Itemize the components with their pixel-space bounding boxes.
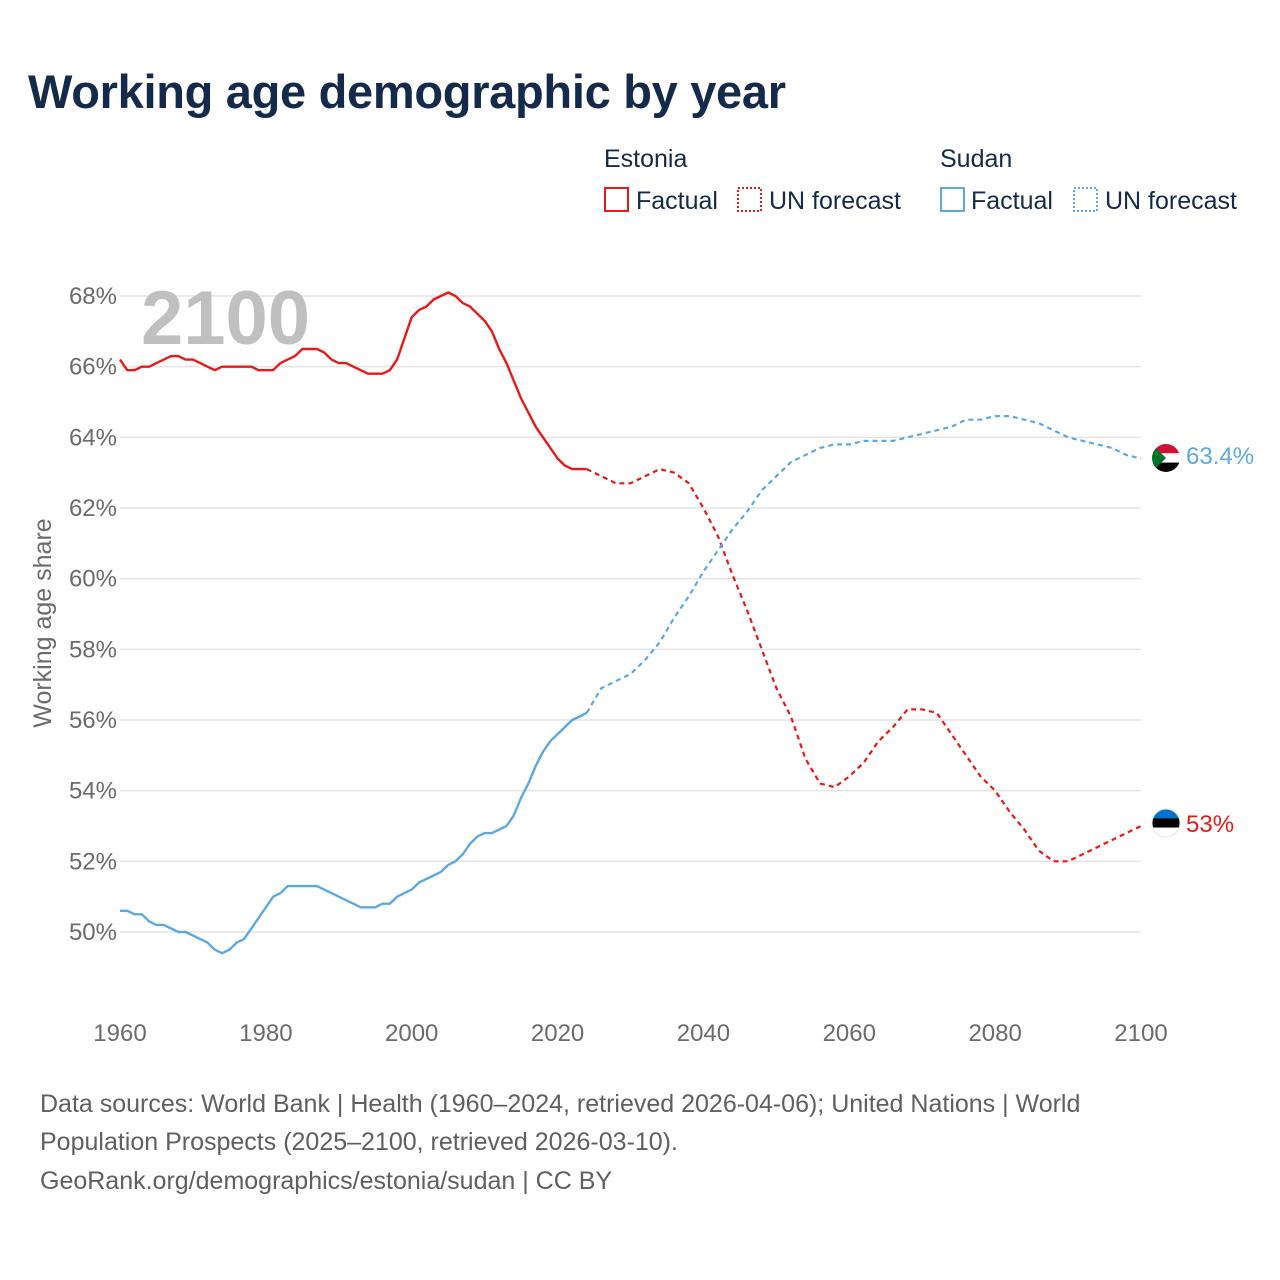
gridlines [120,295,1141,933]
source-line-2: Population Prospects (2025–2100, retriev… [40,1128,678,1156]
y-tick-label: 56% [69,707,117,734]
x-tick-label: 2060 [823,1020,876,1047]
legend-label-sudan-factual[interactable]: Factual [971,187,1053,215]
x-tick-label: 2000 [385,1020,438,1047]
series-line-estonia-forecast[interactable] [586,468,1142,863]
x-tick-label: 2080 [968,1020,1021,1047]
x-tick-label: 1980 [239,1020,292,1047]
y-axis-ticks: 50% 52% 54% 56% 58% 60% 62% 64% 66% 68% [69,283,117,946]
x-tick-label: 2040 [677,1020,730,1047]
series-line-sudan-factual[interactable] [120,711,588,955]
series-line-estonia-factual[interactable] [119,291,587,471]
x-tick-label: 1960 [93,1020,146,1047]
flag-sudan-icon [1152,444,1180,472]
y-tick-label: 60% [69,566,117,593]
y-tick-label: 58% [69,636,117,663]
series-lines [119,291,1142,955]
legend-swatch-estonia-forecast[interactable] [737,187,762,212]
x-tick-label: 2100 [1114,1020,1167,1047]
source-line-1: Data sources: World Bank | Health (1960–… [40,1090,1081,1118]
y-tick-label: 62% [69,495,117,522]
legend: Estonia Factual UN forecast Sudan Factua… [604,145,1237,215]
legend-swatch-estonia-factual[interactable] [604,187,629,212]
legend-group-sudan: Sudan [940,145,1012,173]
y-tick-label: 52% [69,848,117,875]
y-tick-label: 66% [69,354,117,381]
legend-label-sudan-forecast[interactable]: UN forecast [1105,187,1237,215]
chart: Estonia Factual UN forecast Sudan Factua… [29,145,1254,1047]
end-label-estonia: 53% [1186,811,1234,838]
source-line-3[interactable]: GeoRank.org/demographics/estonia/sudan |… [40,1167,613,1195]
legend-swatch-sudan-factual[interactable] [940,187,965,212]
series-line-sudan-forecast[interactable] [585,415,1142,714]
legend-swatch-sudan-forecast[interactable] [1073,187,1098,212]
flag-estonia-icon [1151,808,1181,838]
year-watermark: 2100 [141,276,310,361]
legend-label-estonia-forecast[interactable]: UN forecast [769,187,901,215]
y-tick-label: 50% [69,919,117,946]
chart-title: Working age demographic by year [28,65,786,118]
end-label-sudan: 63.4% [1186,443,1254,470]
legend-label-estonia-factual[interactable]: Factual [636,187,718,215]
legend-group-estonia: Estonia [604,145,687,173]
y-tick-label: 54% [69,778,117,805]
y-axis-label: Working age share [29,518,57,727]
x-axis-ticks: 1960 1980 2000 2020 2040 2060 2080 2100 [93,1020,1167,1047]
y-tick-label: 64% [69,424,117,451]
y-tick-label: 68% [69,283,117,310]
x-tick-label: 2020 [531,1020,584,1047]
